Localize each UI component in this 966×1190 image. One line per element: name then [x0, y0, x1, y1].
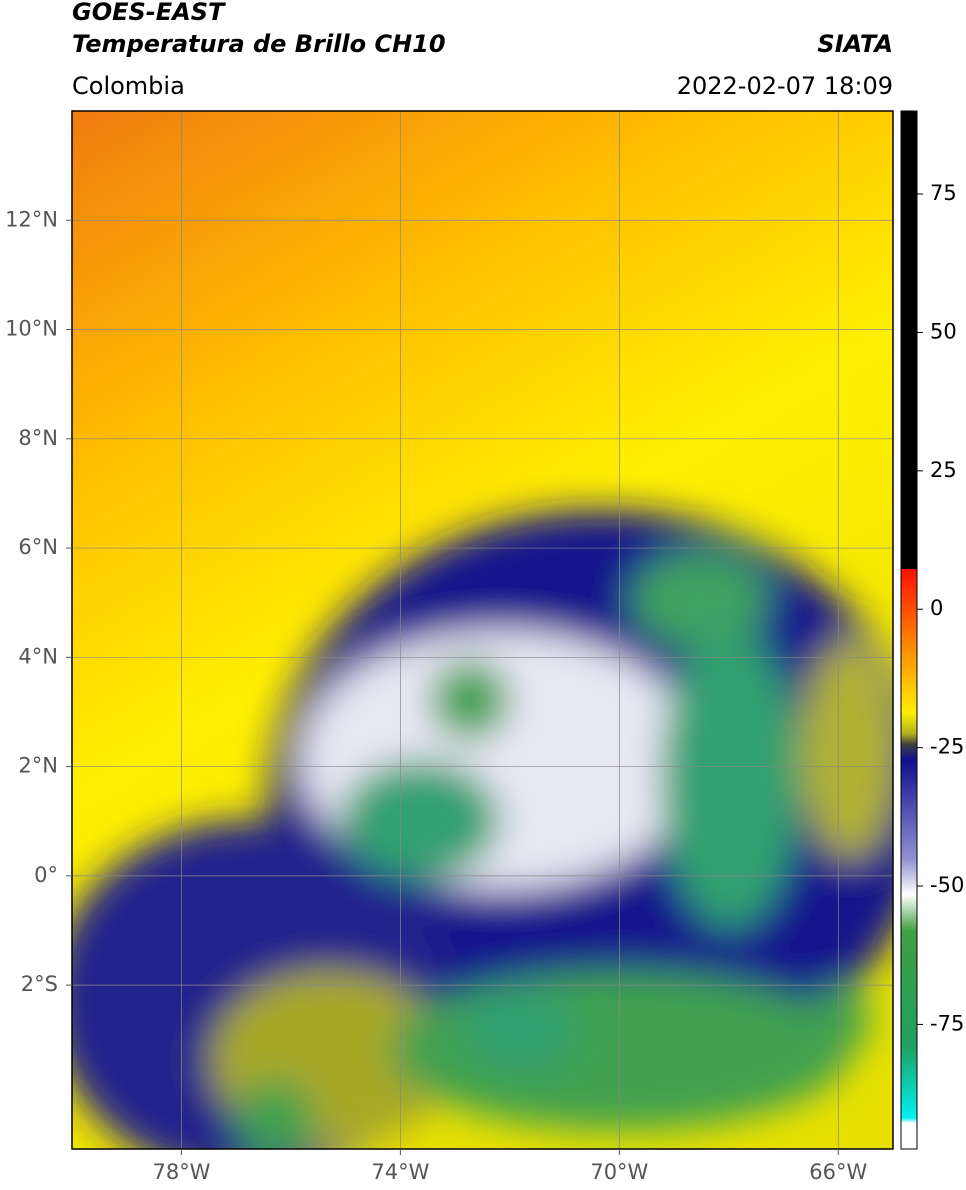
title: GOES-EAST [72, 0, 226, 26]
satellite-image [72, 111, 893, 1149]
y-tick-label: 2°N [18, 754, 58, 778]
x-tick-label: 74°W [371, 1160, 429, 1184]
y-tick-label: 10°N [5, 317, 58, 341]
subtitle: Temperatura de Brillo CH10 [72, 30, 446, 58]
colorbar-tick-label: 25 [930, 458, 957, 482]
y-tick-label: 0° [34, 863, 58, 887]
map-frame [71, 110, 894, 1150]
y-tick-label: 6°N [18, 535, 58, 559]
colorbar-tick-label: -75 [930, 1011, 964, 1035]
x-tick-label: 66°W [809, 1160, 867, 1184]
timestamp: 2022-02-07 18:09 [677, 72, 893, 100]
colorbar-tick-label: 0 [930, 596, 943, 620]
source: SIATA [817, 30, 893, 58]
colorbar [900, 110, 918, 1150]
colorbar-tick-label: -50 [930, 873, 964, 897]
colorbar-tick-label: 50 [930, 319, 957, 343]
x-tick-label: 78°W [152, 1160, 210, 1184]
colorbar-tick-label: -25 [930, 735, 964, 759]
x-tick-label: 70°W [590, 1160, 648, 1184]
y-tick-label: 2°S [21, 972, 58, 996]
y-tick-label: 12°N [5, 207, 58, 231]
colorbar-tick-label: 75 [930, 181, 957, 205]
y-tick-label: 4°N [18, 644, 58, 668]
y-tick-label: 8°N [18, 426, 58, 450]
region: Colombia [72, 72, 185, 100]
